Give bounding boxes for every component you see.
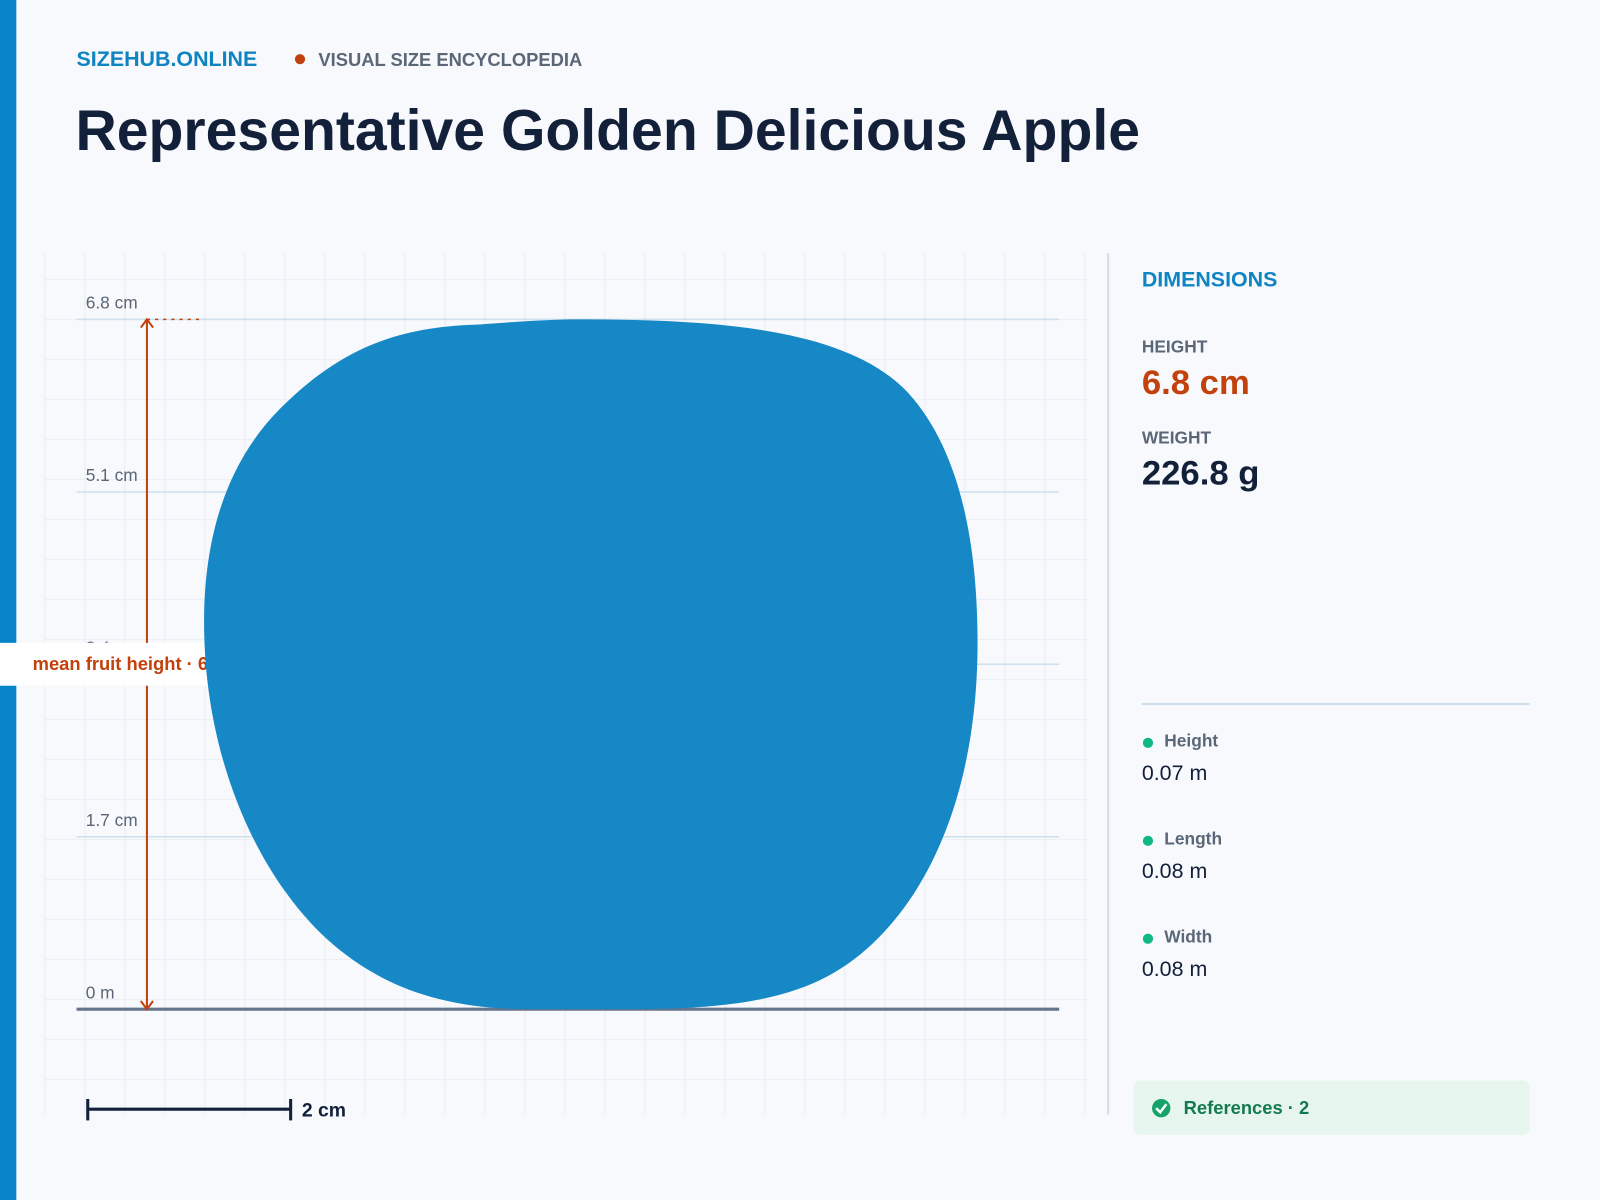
check-mark — [1155, 1103, 1168, 1115]
check-icon — [1152, 1098, 1171, 1118]
status-dot — [1142, 933, 1154, 944]
references-box[interactable] — [1133, 1080, 1530, 1135]
measure-label: Length — [1164, 828, 1222, 848]
scale-label: 2 cm — [302, 1099, 346, 1121]
apple-silhouette — [204, 319, 978, 1010]
y-tick-label: 0 m — [86, 982, 115, 1002]
stat-value: 226.8 g — [1142, 455, 1260, 493]
measures: Height 0.07 m Length 0.08 m Width 0.08 m — [1142, 730, 1222, 981]
stat-label: HEIGHT — [1142, 337, 1208, 357]
y-tick-label: 5.1 cm — [86, 465, 138, 485]
measure-value: 0.08 m — [1142, 957, 1207, 981]
y-tick-label: 1.7 cm — [86, 810, 138, 830]
stat-label: WEIGHT — [1142, 427, 1212, 447]
page-title: Representative Golden Delicious Apple — [76, 99, 1140, 163]
annotation: mean fruit height · 6.8 cm — [33, 653, 255, 674]
measure-value: 0.08 m — [1142, 859, 1207, 883]
tagline: VISUAL SIZE ENCYCLOPEDIA — [318, 49, 582, 70]
arrow-head — [140, 1000, 154, 1011]
separator-dot — [294, 54, 306, 65]
measure-label: Height — [1164, 730, 1218, 750]
y-tick-label: 6.8 cm — [86, 293, 138, 313]
site-name[interactable]: SIZEHUB.ONLINE — [77, 47, 258, 71]
sidebar-heading: DIMENSIONS — [1142, 267, 1278, 291]
measure-label: Width — [1164, 926, 1212, 946]
references-link[interactable]: References · 2 — [1184, 1097, 1310, 1118]
status-dot — [1142, 835, 1154, 846]
stat-value: 6.8 cm — [1142, 364, 1250, 402]
status-dot — [1142, 737, 1154, 748]
accent-bar — [0, 0, 17, 1200]
measure-value: 0.07 m — [1142, 761, 1207, 785]
